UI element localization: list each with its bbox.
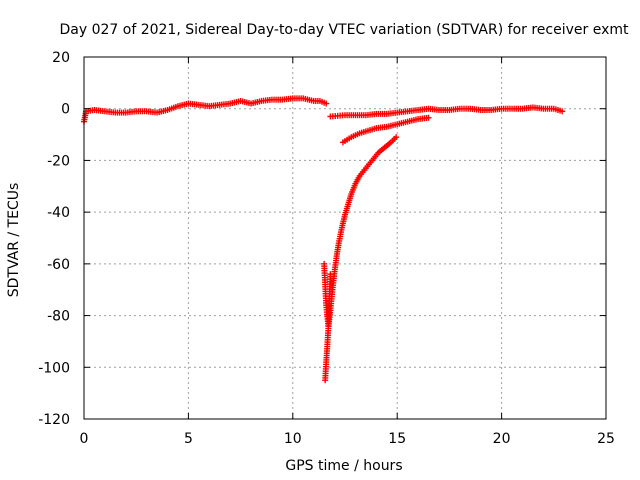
y-tick-label: -20	[47, 153, 70, 169]
x-axis-label: GPS time / hours	[285, 458, 402, 474]
y-tick-label: -40	[47, 205, 70, 221]
data-points	[81, 95, 566, 384]
y-tick-label: 20	[52, 50, 70, 66]
data-point	[323, 100, 330, 107]
data-point	[327, 271, 334, 278]
y-tick-label: 0	[61, 102, 70, 118]
y-tick-label: -60	[47, 257, 70, 273]
x-tick-label: 5	[184, 431, 193, 447]
x-tick-label: 10	[284, 431, 302, 447]
x-tick-label: 15	[388, 431, 406, 447]
axis-ticks: 0 5 10 15 20 25 -120 -100 -80 -60 -40 -20 0 20	[38, 50, 615, 447]
data-point	[425, 114, 432, 121]
y-tick-label: -100	[38, 360, 70, 376]
data-point	[559, 108, 566, 115]
chart-title: Day 027 of 2021, Sidereal Day-to-day VTE…	[60, 22, 630, 38]
data-point	[393, 134, 400, 141]
y-tick-label: -80	[47, 309, 70, 325]
y-axis-label: SDTVAR / TECUs	[6, 183, 22, 298]
plot-border	[83, 56, 607, 420]
x-tick-label: 25	[597, 431, 615, 447]
x-tick-label: 0	[80, 431, 89, 447]
y-tick-label: -120	[38, 412, 70, 428]
x-tick-label: 20	[493, 431, 511, 447]
